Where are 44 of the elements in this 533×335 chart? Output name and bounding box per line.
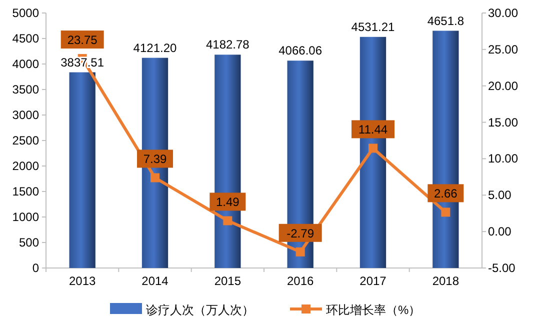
y2-tick-label: 15.00: [488, 115, 518, 130]
y2-tick-label: 30.00: [488, 6, 518, 20]
y-tick-label: 3000: [12, 108, 40, 122]
y2-tick-label: 0.00: [488, 224, 512, 239]
point: [150, 173, 160, 182]
point: [223, 216, 232, 226]
y-tick-label: 2000: [12, 159, 40, 173]
data-label: -2.79: [286, 226, 314, 240]
y2-tick-label: 25.00: [488, 42, 518, 56]
y-tick-label: 1500: [12, 184, 40, 198]
y-tick-label: 0: [32, 261, 40, 275]
point: [441, 208, 450, 217]
y-tick-label: 500: [18, 236, 40, 250]
x-tick-label: 2016: [286, 274, 314, 288]
legend-label: 诊疗人次（万人次）: [146, 303, 254, 317]
data-label: 4121.20: [133, 40, 178, 55]
y2-tick-label: -5.00: [488, 261, 516, 275]
y-tick-label: 1000: [12, 210, 40, 224]
y2-tick-label: 20.00: [488, 78, 518, 93]
y-tick-label: 3500: [12, 82, 40, 96]
y-tick-label: 4500: [12, 32, 40, 46]
y2-tick-label: 10.00: [488, 152, 518, 166]
data-label: 4182.78: [206, 38, 250, 52]
y-tick-label: 4000: [12, 57, 40, 71]
y2-tick-label: 5.00: [488, 188, 512, 202]
x-tick-label: 2018: [432, 274, 460, 288]
x-tick-label: 2015: [214, 274, 242, 288]
point: [296, 247, 305, 256]
x-tick-label: 2017: [360, 274, 387, 288]
y-tick-label: 2500: [12, 134, 40, 148]
data-label: 4531.21: [351, 20, 396, 34]
data-label: 7.39: [143, 152, 167, 166]
data-label: 2.66: [434, 186, 458, 201]
point: [368, 144, 378, 153]
x-tick-label: 2014: [142, 274, 169, 288]
data-label: 23.75: [67, 33, 98, 48]
data-label: 4066.06: [278, 44, 322, 58]
y-tick-label: 5000: [12, 6, 40, 20]
bar: [69, 72, 96, 268]
data-label: 11.44: [358, 122, 388, 137]
data-label: 4651.8: [427, 14, 464, 28]
x-tick-label: 2013: [68, 274, 96, 288]
data-label: 1.49: [216, 195, 240, 210]
legend-label: 环比增长率（%）: [326, 303, 421, 317]
